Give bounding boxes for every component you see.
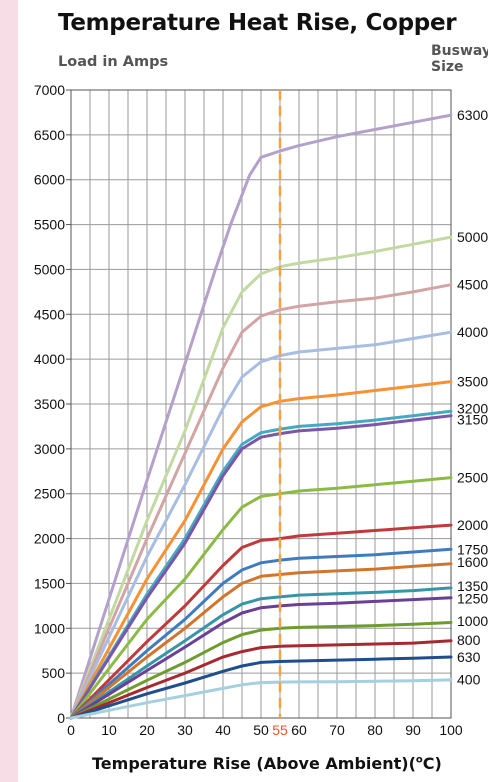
series-label-4000: 4000 — [457, 324, 488, 340]
series-line-3150 — [69, 414, 453, 720]
series-label-5000: 5000 — [457, 229, 488, 245]
x-tick-label: 40 — [215, 722, 231, 738]
x-axis-label-degree: o — [415, 754, 423, 766]
series-line-3500 — [69, 380, 453, 720]
busway-size-label-line1: Busway — [431, 43, 488, 59]
y-tick-label: 7000 — [34, 82, 65, 98]
y-tick-label: 4000 — [34, 351, 65, 367]
y-tick-label: 6500 — [34, 127, 65, 143]
x-tick-label: 0 — [67, 722, 75, 738]
series-line-4000 — [69, 330, 453, 720]
series-label-2500: 2500 — [457, 470, 488, 486]
y-tick-label: 4500 — [34, 306, 65, 322]
series-label-1250: 1250 — [457, 591, 488, 607]
y-tick-label: 2000 — [34, 531, 65, 547]
series-line-400 — [69, 678, 453, 720]
series-label-1750: 1750 — [457, 541, 488, 557]
y-tick-label: 5500 — [34, 217, 65, 233]
series-line-630 — [69, 655, 453, 720]
series-line-1600 — [69, 562, 453, 720]
x-tick-label: 10 — [101, 722, 117, 738]
y-tick-label: 5000 — [34, 261, 65, 277]
x-axis-label-unit: C) — [422, 754, 442, 773]
series-label-800: 800 — [457, 632, 481, 648]
series-line-1750 — [69, 547, 453, 720]
series-label-1600: 1600 — [457, 554, 488, 570]
series-line-2500 — [69, 476, 453, 720]
x-axis-label-text: Temperature Rise (Above Ambient)( — [92, 754, 416, 773]
series-line-800 — [69, 639, 453, 720]
chart-title: Temperature Heat Rise, Copper — [58, 10, 457, 36]
series-label-1000: 1000 — [457, 613, 488, 629]
y-axis-label: Load in Amps — [58, 54, 169, 70]
series-line-3200 — [69, 409, 453, 720]
x-axis-label: Temperature Rise (Above Ambient)(oC) — [92, 754, 442, 773]
series-label-3500: 3500 — [457, 374, 488, 390]
y-tick-label: 3500 — [34, 396, 65, 412]
series-label-630: 630 — [457, 649, 481, 665]
x-tick-label: 60 — [291, 722, 307, 738]
y-tick-label: 2500 — [34, 486, 65, 502]
x-tick-label: 90 — [405, 722, 421, 738]
y-tick-label: 500 — [42, 665, 66, 681]
y-tick-label: 1500 — [34, 575, 65, 591]
x-tick-label: 80 — [367, 722, 383, 738]
series-label-1350: 1350 — [457, 578, 488, 594]
y-tick-label: 0 — [57, 710, 65, 726]
series-line-4500 — [69, 283, 453, 720]
y-tick-label: 6000 — [34, 172, 65, 188]
x-tick-label: 50 — [253, 722, 269, 738]
series-line-6300 — [69, 113, 453, 720]
series-line-5000 — [69, 235, 453, 720]
busway-size-label-line2: Size — [431, 59, 464, 75]
x-tick-label-highlight: 55 — [272, 722, 288, 738]
series-line-2000 — [69, 523, 453, 720]
series-line-1250 — [69, 596, 453, 720]
x-tick-label: 20 — [139, 722, 155, 738]
x-tick-label: 70 — [329, 722, 345, 738]
series-label-3200: 3200 — [457, 400, 488, 416]
series-label-2000: 2000 — [457, 517, 488, 533]
series-label-400: 400 — [457, 671, 481, 687]
series-label-4500: 4500 — [457, 277, 488, 293]
x-tick-label: 30 — [177, 722, 193, 738]
busway-size-label: Busway Size — [431, 43, 488, 75]
series-label-3150: 3150 — [457, 411, 488, 427]
x-tick-label: 100 — [439, 722, 463, 738]
y-tick-label: 3000 — [34, 441, 65, 457]
y-tick-label: 1000 — [34, 620, 65, 636]
series-line-1350 — [69, 586, 453, 720]
series-line-1000 — [69, 621, 453, 720]
series-label-6300: 6300 — [457, 107, 488, 123]
